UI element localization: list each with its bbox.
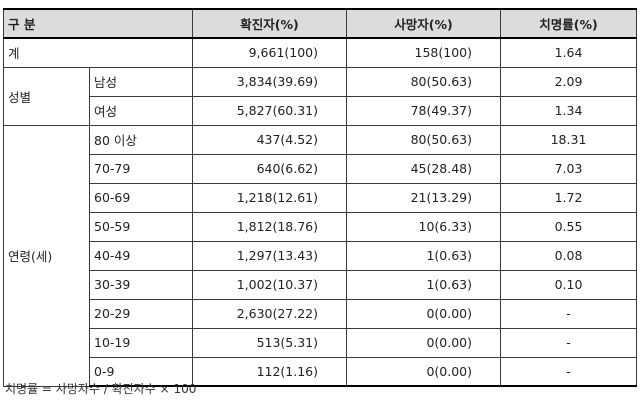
table-row: 0-9 112(1.16) 0(0.00) - <box>4 356 638 387</box>
row-deaths: 0(0.00) <box>346 327 502 358</box>
row-deaths: 1(0.63) <box>346 240 502 271</box>
row-confirmed: 112(1.16) <box>192 356 348 387</box>
row-fatality: 2.09 <box>500 66 638 97</box>
row-label: 40-49 <box>88 240 194 271</box>
row-deaths: 45(28.48) <box>346 153 502 184</box>
total-label: 계 <box>2 37 194 68</box>
row-deaths: 78(49.37) <box>346 95 502 126</box>
row-fatality: - <box>500 327 638 358</box>
header-row: 구 분 확진자(%) 사망자(%) 치명률(%) <box>2 8 638 39</box>
row-deaths: 10(6.33) <box>346 211 502 242</box>
header-category: 구 분 <box>2 8 194 39</box>
table-row: 30-39 1,002(10.37) 1(0.63) 0.10 <box>4 269 638 300</box>
row-label: 70-79 <box>88 153 194 184</box>
table-row: 20-29 2,630(27.22) 0(0.00) - <box>4 298 638 329</box>
row-confirmed: 1,812(18.76) <box>192 211 348 242</box>
total-row: 계 9,661(100) 158(100) 1.64 <box>2 37 638 68</box>
table-row: 연령(세) 80 이상 437(4.52) 80(50.63) 18.31 <box>3 124 638 387</box>
row-label: 0-9 <box>88 356 194 387</box>
table-row: 10-19 513(5.31) 0(0.00) - <box>4 327 638 358</box>
row-label: 여성 <box>88 95 194 126</box>
header-fatality: 치명률(%) <box>500 8 638 39</box>
row-deaths: 21(13.29) <box>346 182 502 213</box>
row-fatality: - <box>500 298 638 329</box>
row-fatality: 0.08 <box>500 240 638 271</box>
row-fatality: 0.55 <box>500 211 638 242</box>
row-deaths: 80(50.63) <box>346 66 502 97</box>
row-label: 30-39 <box>88 269 194 300</box>
row-label: 10-19 <box>88 327 194 358</box>
row-confirmed: 1,002(10.37) <box>192 269 348 300</box>
header-confirmed: 확진자(%) <box>192 8 348 39</box>
row-label: 80 이상 <box>88 124 194 155</box>
row-fatality: - <box>500 356 638 387</box>
row-fatality: 1.72 <box>500 182 638 213</box>
row-deaths: 80(50.63) <box>346 124 502 155</box>
row-deaths: 0(0.00) <box>346 356 502 387</box>
row-confirmed: 1,218(12.61) <box>192 182 348 213</box>
table-row: 여성 5,827(60.31) 78(49.37) 1.34 <box>4 95 638 126</box>
row-label: 20-29 <box>88 298 194 329</box>
age-group-label: 연령(세) <box>3 124 90 387</box>
row-fatality: 0.10 <box>500 269 638 300</box>
row-label: 남성 <box>88 66 194 97</box>
row-confirmed: 3,834(39.69) <box>192 66 348 97</box>
row-fatality: 1.34 <box>500 95 638 126</box>
total-fatality: 1.64 <box>500 37 638 68</box>
row-confirmed: 640(6.62) <box>192 153 348 184</box>
row-confirmed: 2,630(27.22) <box>192 298 348 329</box>
row-deaths: 1(0.63) <box>346 269 502 300</box>
sex-group-label: 성별 <box>3 66 90 126</box>
header-deaths: 사망자(%) <box>346 8 502 39</box>
table-row: 60-69 1,218(12.61) 21(13.29) 1.72 <box>4 182 638 213</box>
table-row: 성별 남성 3,834(39.69) 80(50.63) 2.09 <box>3 66 638 126</box>
row-confirmed: 513(5.31) <box>192 327 348 358</box>
row-label: 60-69 <box>88 182 194 213</box>
row-label: 50-59 <box>88 211 194 242</box>
row-confirmed: 437(4.52) <box>192 124 348 155</box>
row-confirmed: 1,297(13.43) <box>192 240 348 271</box>
table-row: 70-79 640(6.62) 45(28.48) 7.03 <box>4 153 638 184</box>
total-confirmed: 9,661(100) <box>192 37 348 68</box>
total-deaths: 158(100) <box>346 37 502 68</box>
table-row: 40-49 1,297(13.43) 1(0.63) 0.08 <box>4 240 638 271</box>
table-row: 50-59 1,812(18.76) 10(6.33) 0.55 <box>4 211 638 242</box>
row-deaths: 0(0.00) <box>346 298 502 329</box>
row-fatality: 7.03 <box>500 153 638 184</box>
row-confirmed: 5,827(60.31) <box>192 95 348 126</box>
footnote: 치명률 = 사망자수 / 확진자수 × 100 <box>5 382 197 396</box>
covid-stats-table: 구 분 확진자(%) 사망자(%) 치명률(%) 계 9,661(100) 15… <box>2 8 638 387</box>
row-fatality: 18.31 <box>500 124 638 155</box>
